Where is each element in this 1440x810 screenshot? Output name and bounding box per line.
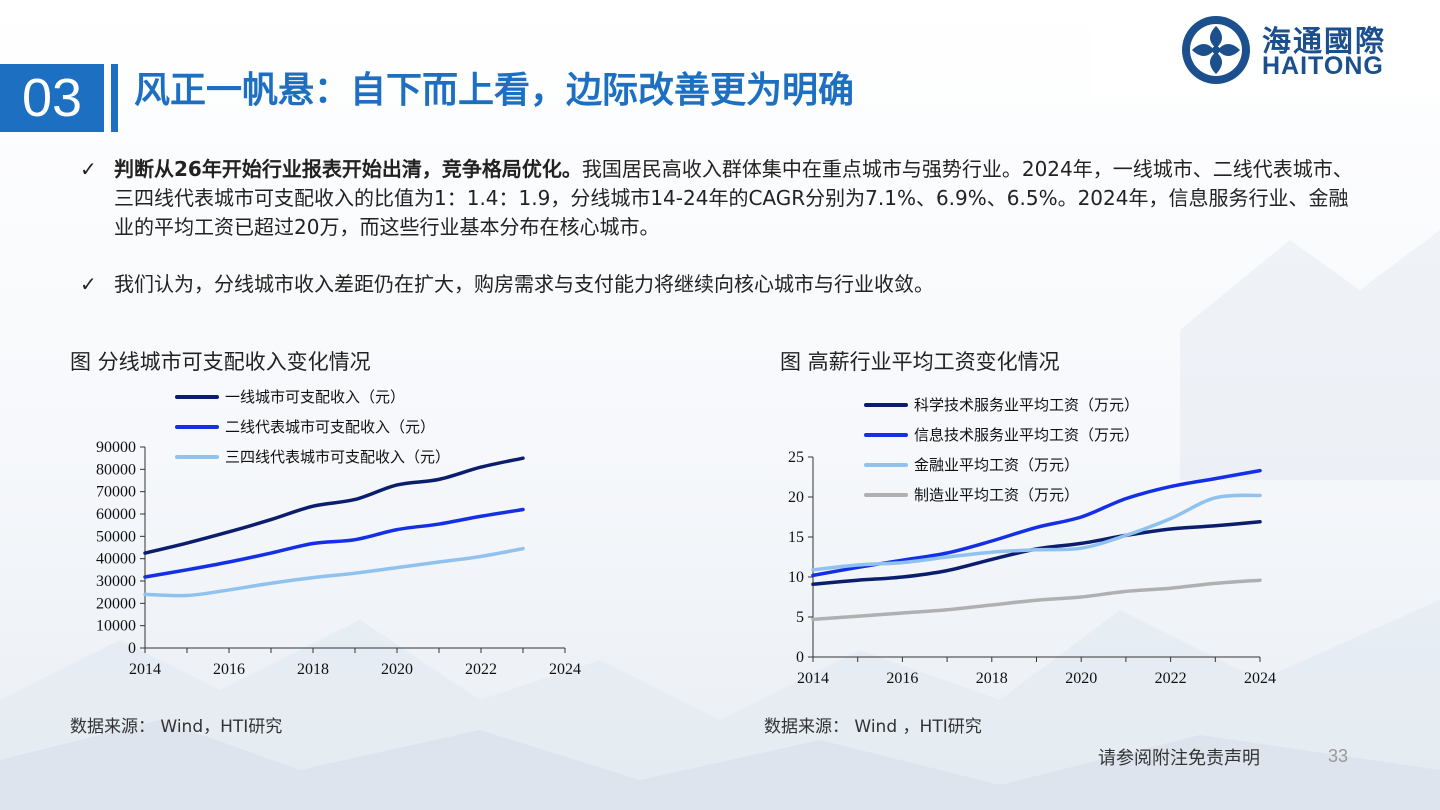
bullet-text: 我国居民高收入群体集中在重点城市与强势行业。2024年，一线城市、二线代表城市、… (114, 157, 1353, 239)
y-tick-label: 40000 (96, 551, 136, 568)
x-tick-label: 2016 (886, 670, 918, 687)
x-tick-label: 2018 (976, 670, 1008, 687)
title-accent-bar (111, 64, 118, 132)
x-tick-label: 2014 (797, 670, 829, 687)
right-figure-source: 数据来源： Wind ，HTI研究 (764, 717, 982, 737)
y-tick-label: 15 (788, 529, 804, 546)
y-tick-label: 10 (788, 569, 804, 586)
x-tick-label: 2014 (129, 661, 161, 678)
right-figure-title: 图 高薪行业平均工资变化情况 (780, 350, 1060, 374)
y-tick-label: 20 (788, 489, 804, 506)
page-number: 33 (1328, 746, 1349, 766)
x-tick-label: 2020 (381, 661, 413, 678)
series-line-2 (143, 546, 525, 598)
haitong-logo-icon (1182, 16, 1250, 84)
legend-label: 三四线代表城市可支配收入（元） (225, 448, 450, 466)
x-tick-label: 2024 (549, 661, 581, 678)
x-tick-label: 2022 (1155, 670, 1187, 687)
x-tick-label: 2020 (1065, 670, 1097, 687)
y-tick-label: 10000 (96, 618, 136, 635)
legend-label: 科学技术服务业平均工资（万元） (914, 396, 1139, 414)
check-icon: ✓ (80, 272, 97, 296)
legend-label: 信息技术服务业平均工资（万元） (914, 426, 1139, 444)
y-tick-label: 70000 (96, 484, 136, 501)
bullet-item: ✓ 我们认为，分线城市收入差距仍在扩大，购房需求与支付能力将继续向核心城市与行业… (76, 270, 1366, 299)
x-tick-label: 2016 (213, 661, 245, 678)
y-tick-label: 25 (788, 449, 804, 466)
series-line-2 (811, 493, 1262, 572)
bullet-list: ✓ 判断从26年开始行业报表开始出清，竞争格局优化。我国居民高收入群体集中在重点… (76, 155, 1366, 299)
bullet-bold-text: 判断从26年开始行业报表开始出清，竞争格局优化。 (114, 157, 582, 181)
logo-english-text: HAITONG (1262, 52, 1384, 80)
y-tick-label: 0 (796, 649, 804, 666)
y-tick-label: 80000 (96, 461, 136, 478)
salary-line-chart: 0 5 10 15 20 25 2014 2016 2018 2020 2022 2024 科学技术服务… (788, 396, 1276, 687)
series-line-0 (143, 456, 525, 555)
y-tick-label: 5 (796, 609, 804, 626)
page-title: 风正一帆悬：自下而上看，边际改善更为明确 (134, 70, 855, 111)
y-tick-label: 60000 (96, 506, 136, 523)
series-line-1 (143, 507, 525, 579)
bullet-item: ✓ 判断从26年开始行业报表开始出清，竞争格局优化。我国居民高收入群体集中在重点… (76, 155, 1366, 242)
income-line-chart: 0 10000 20000 30000 40000 50000 60000 70000 8000… (96, 388, 581, 678)
y-tick-label: 20000 (96, 595, 136, 612)
series-line-0 (811, 520, 1262, 586)
x-tick-label: 2024 (1244, 670, 1276, 687)
disclaimer-link[interactable]: 请参阅附注免责声明 (1098, 748, 1260, 769)
x-tick-label: 2018 (297, 661, 329, 678)
logo-chinese-text: 海通國際 (1262, 24, 1387, 58)
left-figure-source: 数据来源： Wind，HTI研究 (70, 717, 283, 737)
legend-label: 一线城市可支配收入（元） (225, 388, 405, 406)
section-number: 03 (0, 64, 104, 132)
series-line-3 (811, 578, 1262, 622)
y-tick-label: 50000 (96, 528, 136, 545)
y-tick-label: 90000 (96, 439, 136, 456)
y-tick-label: 0 (128, 640, 136, 657)
x-tick-label: 2022 (465, 661, 497, 678)
check-icon: ✓ (80, 157, 97, 181)
y-tick-label: 30000 (96, 573, 136, 590)
left-figure-title: 图 分线城市可支配收入变化情况 (70, 350, 371, 374)
legend-label: 二线代表城市可支配收入（元） (225, 418, 435, 436)
legend-label: 制造业平均工资（万元） (914, 486, 1079, 504)
bullet-text: 我们认为，分线城市收入差距仍在扩大，购房需求与支付能力将继续向核心城市与行业收敛… (114, 272, 934, 296)
logo-area (1090, 0, 1440, 96)
legend-label: 金融业平均工资（万元） (914, 456, 1079, 474)
